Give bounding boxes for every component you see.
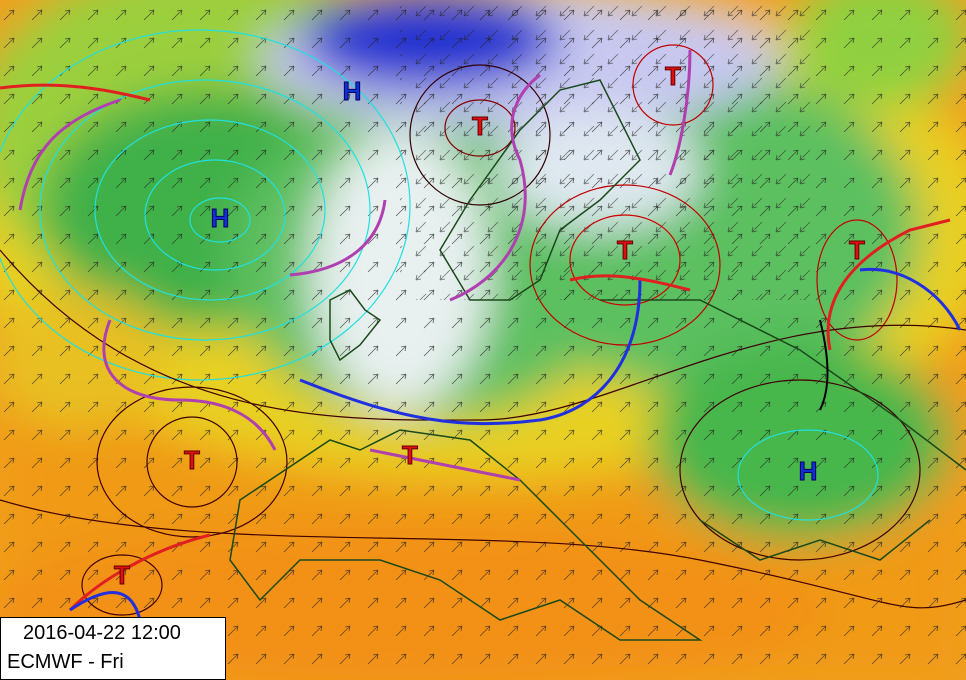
coastlines: [229, 79, 966, 641]
isobars: [0, 29, 966, 616]
pressure-centers: H H T T T T T T H T: [114, 60, 866, 590]
low-pressure-label: T: [665, 61, 681, 91]
wind-arrows: [400, 0, 820, 300]
low-pressure-label: T: [114, 560, 130, 590]
low-pressure-label: T: [617, 235, 633, 265]
high-pressure-label: H: [343, 76, 362, 106]
low-pressure-label: T: [849, 235, 865, 265]
timestamp: 2016-04-22 12:00: [23, 622, 181, 644]
low-pressure-label: T: [402, 440, 418, 470]
fronts: [0, 49, 962, 621]
model-label: ECMWF - Fri: [7, 651, 124, 673]
info-box: 2016-04-22 12:00 ECMWF - Fri: [0, 617, 226, 680]
low-pressure-label: T: [472, 111, 488, 141]
low-pressure-label: T: [184, 445, 200, 475]
high-pressure-label: H: [211, 203, 230, 233]
high-pressure-label: H: [799, 456, 818, 486]
